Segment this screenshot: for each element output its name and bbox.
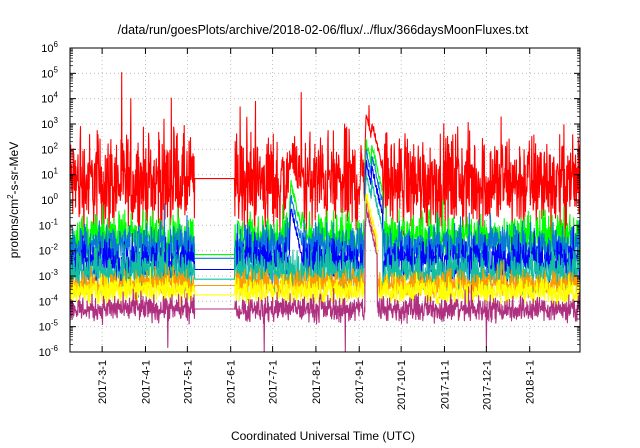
y-tick-label: 10-4 <box>39 293 59 308</box>
series-line-2 <box>69 149 581 276</box>
chart-title: /data/run/goesPlots/archive/2018-02-06/f… <box>118 23 529 37</box>
y-tick-label: 10-5 <box>39 319 59 334</box>
x-axis-ticks: 2017-3-1 2017-4-1 2017-5-1 2017-6-1 2017-7-1… <box>97 48 537 410</box>
y-tick-label: 102 <box>41 141 58 156</box>
y-axis-ticks: 10-6 10-5 10-4 10-3 10-2 10-1 100 101 102 103 104 1… <box>39 40 580 359</box>
y-tick-label: 105 <box>41 65 58 80</box>
y-tick-label: 101 <box>41 167 58 182</box>
y-tick-label: 104 <box>41 91 58 106</box>
y-tick-label: 10-3 <box>39 268 59 283</box>
series-line-0 <box>69 72 581 248</box>
y-axis-label-base: protons/cm <box>7 199 21 258</box>
y-axis-label-rest: -s-sr-MeV <box>7 142 21 195</box>
y-axis-label: protons/cm2-s-sr-MeV <box>6 142 21 258</box>
x-tick-label: 2017-4-1 <box>140 360 152 404</box>
x-tick-label: 2018-1-1 <box>525 360 537 404</box>
y-tick-label: 10-6 <box>39 344 59 359</box>
x-tick-label: 2017-8-1 <box>311 360 323 404</box>
x-tick-label: 2017-10-1 <box>396 360 408 410</box>
x-tick-label: 2017-5-1 <box>182 360 194 404</box>
x-tick-label: 2017-11-1 <box>439 360 451 409</box>
y-axis-label-sup: 2 <box>6 194 15 199</box>
x-axis-label: Coordinated Universal Time (UTC) <box>231 429 415 443</box>
x-tick-label: 2017-6-1 <box>226 360 238 404</box>
x-tick-label: 2017-3-1 <box>97 360 109 404</box>
series-layer <box>69 72 581 353</box>
y-tick-label: 100 <box>41 192 58 207</box>
y-tick-label: 106 <box>41 40 58 55</box>
y-tick-label: 10-1 <box>39 217 59 232</box>
series-line-6 <box>69 193 581 309</box>
series-line-7 <box>69 203 581 353</box>
x-tick-label: 2017-12-1 <box>481 360 493 410</box>
y-tick-label: 103 <box>41 116 58 131</box>
y-tick-label: 10-2 <box>39 243 59 258</box>
x-tick-label: 2017-7-1 <box>268 360 280 404</box>
x-tick-label: 2017-9-1 <box>354 360 366 404</box>
